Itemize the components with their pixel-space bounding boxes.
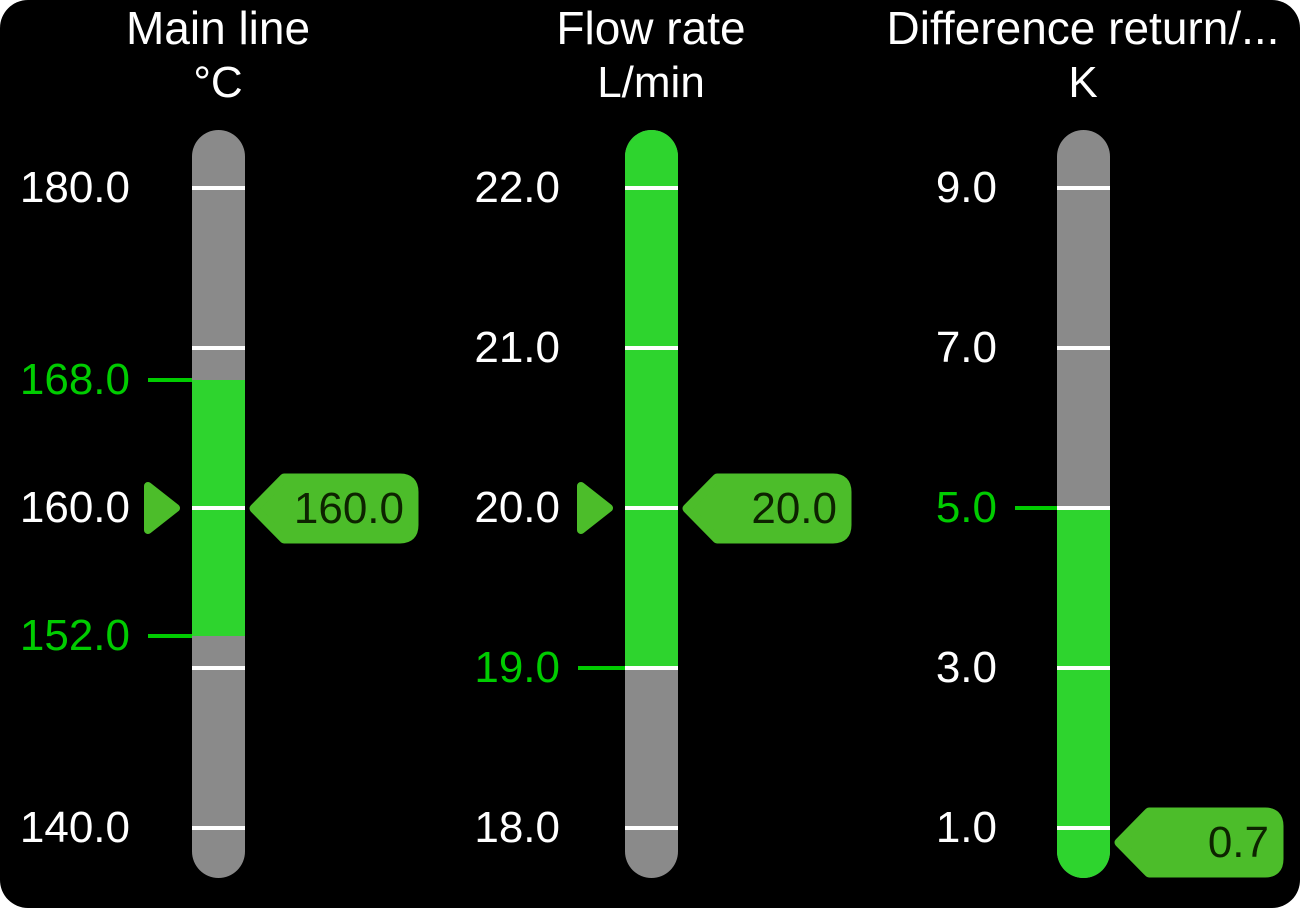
gauge-bar-track [192,130,245,878]
scale-tick [625,186,678,190]
limit-line [148,378,192,382]
scale-tick [1057,346,1110,350]
gauge-title: Difference return/... [886,2,1280,54]
limit-line [578,666,625,670]
scale-label: 7.0 [935,323,997,372]
gauge-unit: L/min [597,58,705,107]
value-tag-label: 0.7 [1208,818,1269,867]
gauge-green-band [1057,508,1110,878]
scale-label: 22.0 [474,163,560,212]
scale-tick [625,666,678,670]
value-pointer-icon [144,482,180,534]
value-tag: 20.0 [682,473,852,543]
limit-label: 168.0 [19,355,130,404]
scale-tick [1057,506,1110,510]
scale-label: 18.0 [474,803,560,852]
scale-label: 1.0 [935,803,997,852]
gauge-bar-track [1057,130,1110,878]
gauge-unit: K [1068,58,1098,107]
gauge-unit: °C [193,58,243,107]
value-tag-label: 20.0 [751,484,837,533]
scale-label: 20.0 [474,483,560,532]
limit-label: 5.0 [935,483,997,532]
scale-label: 9.0 [935,163,997,212]
limit-line [148,634,192,638]
scale-label: 140.0 [19,803,130,852]
gauge-green-band [625,130,678,668]
limit-line [1015,506,1057,510]
scale-label: 180.0 [19,163,130,212]
scale-tick [192,826,245,830]
scale-tick [192,346,245,350]
scale-tick [1057,186,1110,190]
scale-tick [1057,666,1110,670]
scale-tick [192,666,245,670]
limit-label: 152.0 [19,611,130,660]
scale-tick [625,506,678,510]
value-tag-label: 160.0 [294,484,404,533]
scale-tick [192,506,245,510]
gauge-title: Main line [125,2,311,54]
scale-label: 160.0 [19,483,130,532]
value-pointer-icon [577,482,613,534]
gauge-bar-track [625,130,678,878]
scale-tick [625,826,678,830]
scale-tick [192,186,245,190]
scale-label: 3.0 [935,643,997,692]
scale-tick [625,346,678,350]
limit-label: 19.0 [474,643,560,692]
scale-label: 21.0 [474,323,560,372]
value-tag: 0.7 [1114,807,1284,877]
value-tag: 160.0 [249,473,419,543]
scale-tick [1057,826,1110,830]
gauge-title: Flow rate [556,2,746,54]
